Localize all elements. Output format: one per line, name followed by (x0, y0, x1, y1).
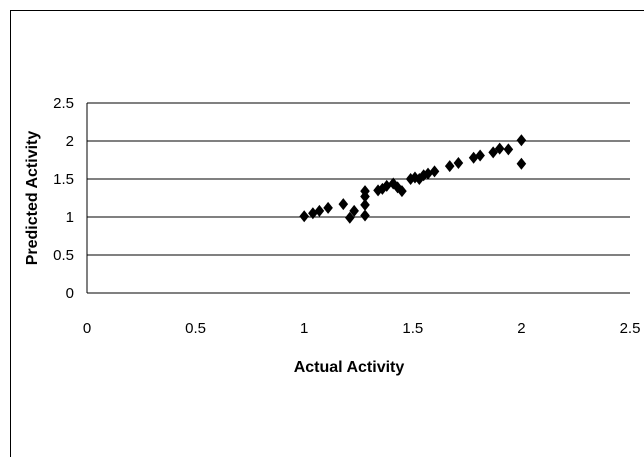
x-tick-label: 0 (83, 320, 91, 337)
x-tick-label: 1.5 (402, 320, 423, 337)
y-tick-label: 0 (66, 285, 74, 302)
data-point (397, 185, 407, 198)
data-point (323, 201, 333, 214)
data-point (503, 143, 514, 156)
data-point (299, 210, 309, 223)
data-point (516, 134, 527, 147)
x-tick-label: 2.5 (620, 320, 641, 337)
y-tick-label: 2.5 (53, 95, 74, 112)
x-tick-label: 2 (517, 320, 525, 337)
data-point (338, 198, 349, 211)
data-point (314, 204, 325, 217)
data-point (360, 185, 370, 198)
grid-lines (86, 102, 630, 294)
data-point (475, 149, 485, 162)
data-point (429, 165, 440, 178)
data-point (381, 179, 392, 192)
data-point (349, 204, 359, 217)
y-axis-title: Predicted Activity (24, 131, 41, 266)
data-point (360, 209, 370, 222)
chart-frame (10, 10, 644, 457)
x-tick-label: 1 (300, 320, 308, 337)
data-point (405, 173, 416, 185)
data-point (360, 198, 370, 211)
y-axis-tick-labels: 0 0.5 1 1.5 2 2.5 (53, 95, 74, 302)
data-point (494, 142, 505, 155)
data-point (345, 211, 355, 224)
data-points (299, 134, 527, 224)
data-point (444, 160, 455, 173)
data-point (410, 171, 420, 184)
y-tick-label: 0.5 (53, 247, 74, 264)
y-tick-label: 2 (66, 133, 74, 150)
x-axis-title: Actual Activity (294, 359, 405, 376)
x-axis-tick-labels: 0 0.5 1 1.5 2 2.5 (83, 320, 641, 337)
data-point (453, 157, 464, 170)
y-tick-label: 1 (66, 209, 74, 226)
x-tick-label: 0.5 (185, 320, 206, 337)
y-tick-label: 1.5 (53, 171, 74, 188)
data-point (516, 157, 527, 170)
